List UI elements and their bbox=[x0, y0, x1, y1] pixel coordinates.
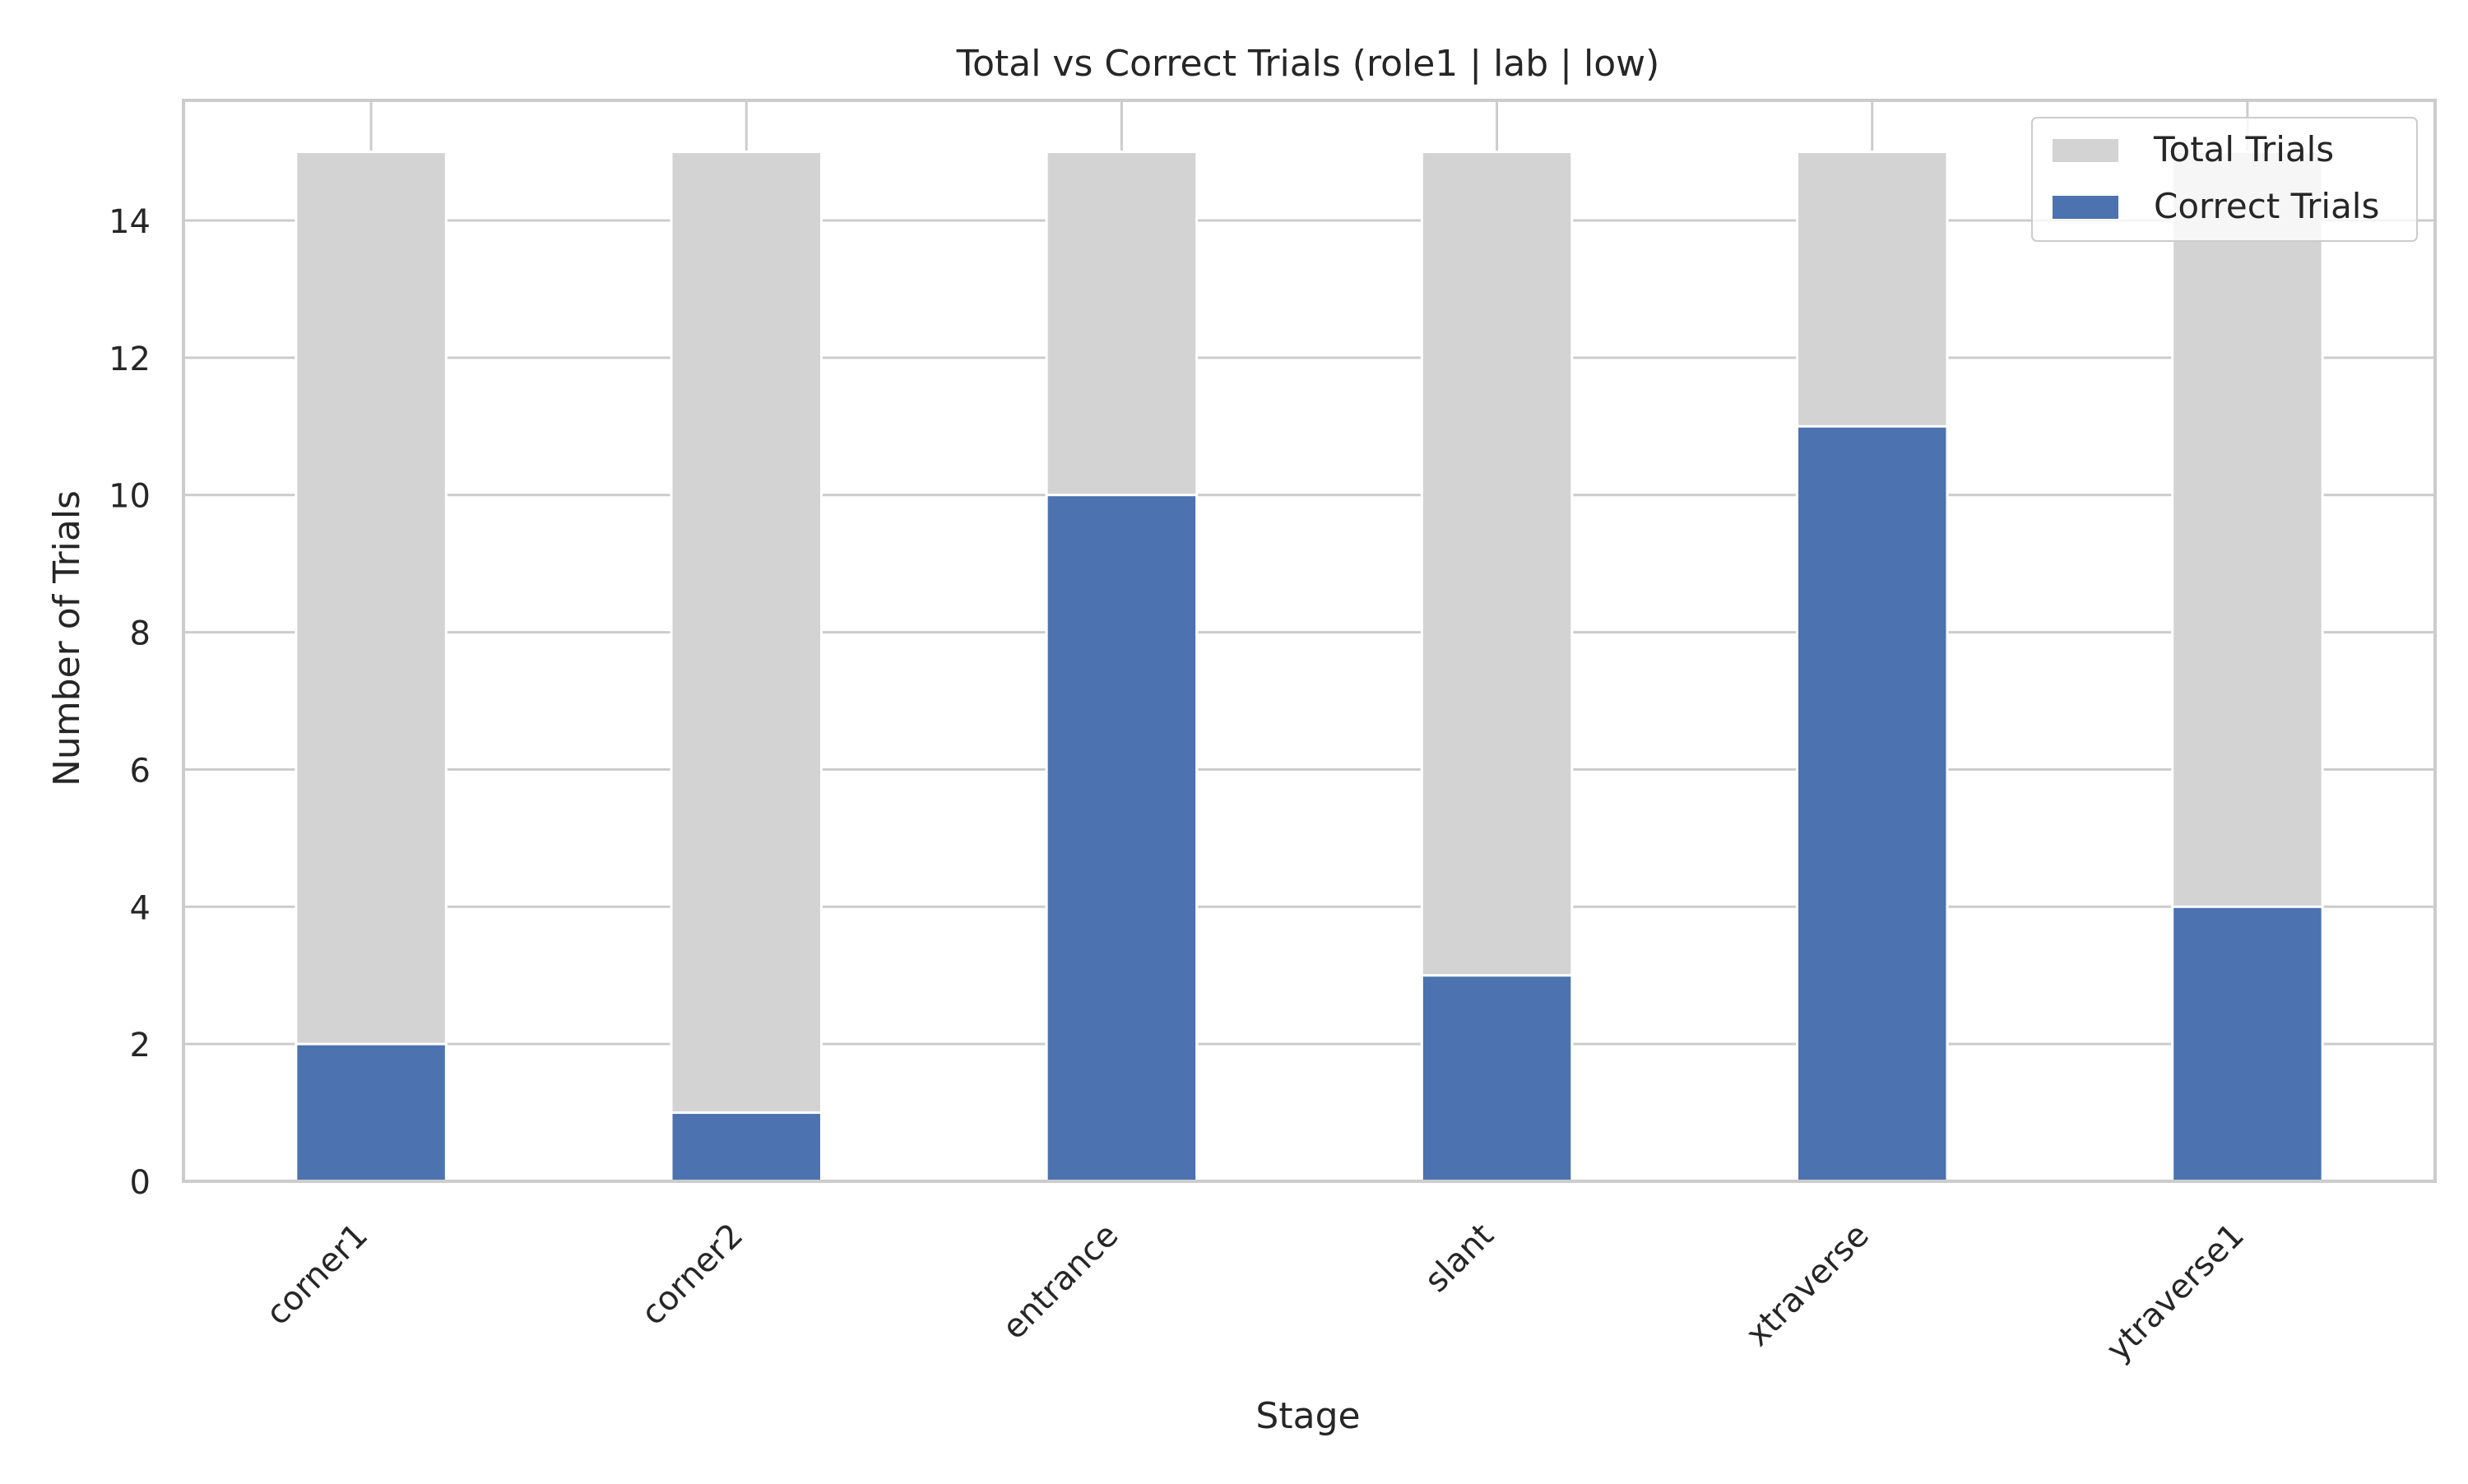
legend-swatch-correct-trials bbox=[2053, 196, 2118, 219]
bar-total-trials-corner1 bbox=[295, 151, 448, 1183]
plot-frame bbox=[182, 99, 2437, 1183]
y-tick-label: 14 bbox=[109, 203, 151, 241]
legend-box bbox=[2031, 117, 2418, 242]
x-axis-label: Stage bbox=[1255, 1395, 1360, 1437]
bar-correct-trials-ytraverse1 bbox=[2171, 905, 2324, 1183]
x-tick-label-ytraverse1: ytraverse1 bbox=[2099, 1217, 2252, 1369]
x-tick-label-entrance: entrance bbox=[995, 1217, 1126, 1347]
y-tick-label: 12 bbox=[109, 341, 151, 378]
y-tick-label: 10 bbox=[109, 478, 151, 516]
x-tick-label-slant: slant bbox=[1417, 1217, 1501, 1300]
y-tick-label: 2 bbox=[130, 1027, 151, 1064]
y-axis-ticks: 0 2 4 6 8 10 12 14 bbox=[109, 203, 151, 1202]
bar-correct-trials-corner1 bbox=[295, 1042, 448, 1183]
bar-correct-trials-entrance bbox=[1045, 494, 1199, 1183]
legend-label-total-trials: Total Trials bbox=[2153, 129, 2334, 169]
legend: Total Trials Correct Trials bbox=[2031, 117, 2418, 242]
x-tick-label-corner2: corner2 bbox=[634, 1217, 750, 1333]
y-tick-label: 6 bbox=[130, 752, 151, 790]
grid-lines bbox=[183, 100, 2435, 1183]
legend-swatch-total-trials bbox=[2053, 139, 2118, 162]
bars bbox=[295, 151, 2324, 1183]
y-tick-label: 8 bbox=[130, 615, 151, 653]
chart-title: Total vs Correct Trials (role1 | lab | l… bbox=[956, 43, 1660, 85]
bar-correct-trials-slant bbox=[1420, 974, 1574, 1183]
bar-correct-trials-corner2 bbox=[670, 1111, 823, 1183]
bar-correct-trials-xtraverse bbox=[1796, 424, 1949, 1183]
x-tick-label-corner1: corner1 bbox=[259, 1217, 375, 1333]
legend-label-correct-trials: Correct Trials bbox=[2154, 186, 2379, 226]
axes-frame bbox=[182, 99, 2437, 1183]
y-tick-label: 0 bbox=[130, 1164, 151, 1202]
x-axis-ticks: corner1 corner2 entrance slant xtraverse ytra… bbox=[259, 1217, 2252, 1369]
y-tick-label: 4 bbox=[130, 889, 151, 927]
x-tick-label-xtraverse: xtraverse bbox=[1739, 1217, 1877, 1354]
bar-total-trials-corner2 bbox=[670, 151, 823, 1183]
y-axis-label: Number of Trials bbox=[46, 490, 88, 786]
